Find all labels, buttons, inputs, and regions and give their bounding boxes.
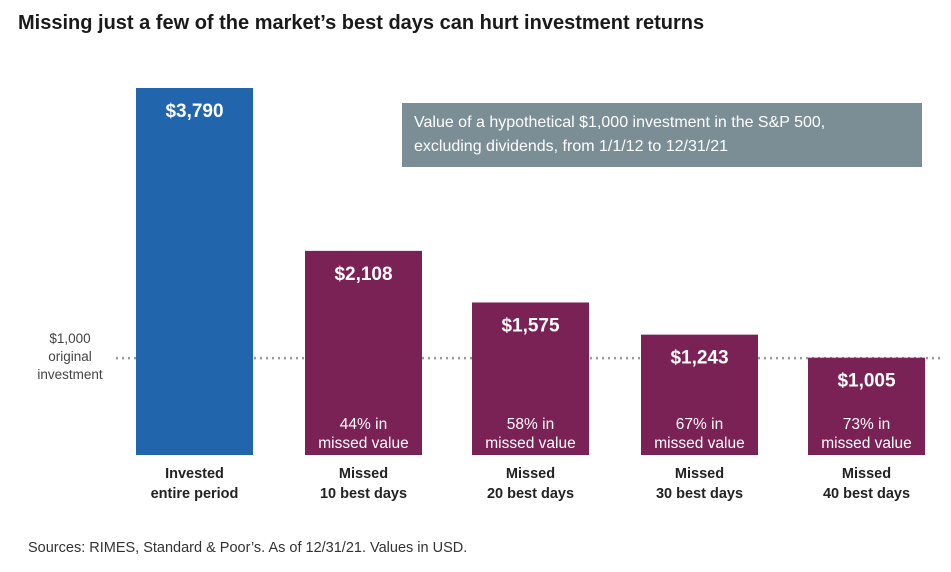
x-tick-label: entire period [151,486,239,502]
bar-annotation: missed value [318,435,408,452]
x-tick-label: Missed [339,466,388,482]
x-tick-label: Missed [675,466,724,482]
bar-annotation: 44% in [340,416,387,433]
bar-value-label: $1,243 [670,348,728,369]
bar [472,302,589,455]
description-line: excluding dividends, from 1/1/12 to 12/3… [414,138,728,155]
source-note: Sources: RIMES, Standard & Poor’s. As of… [28,540,468,556]
reference-line-label: $1,000 original investment [20,330,120,384]
bar-annotation: 67% in [676,416,723,433]
x-tick-label: Missed [506,466,555,482]
x-tick-label: 40 best days [823,486,910,502]
bar [641,334,758,455]
reference-label-line: investment [37,367,103,382]
reference-label-line: original [48,349,92,364]
bar-annotation: missed value [821,435,911,452]
bar-annotation: 73% in [843,416,890,433]
bar-annotation: missed value [654,435,744,452]
bar-annotation: 58% in [507,416,554,433]
x-tick-label: 30 best days [656,486,743,502]
chart-title: Missing just a few of the market’s best … [18,12,705,34]
x-tick-label: Invested [165,466,224,482]
bar-value-label: $2,108 [334,264,392,285]
x-tick-label: 20 best days [487,486,574,502]
bar [305,250,422,455]
x-tick-label: 10 best days [320,486,407,502]
x-tick-label: Missed [842,466,891,482]
bar-annotation: missed value [485,435,575,452]
bar [136,88,253,455]
bar-value-label: $3,790 [165,101,223,122]
reference-label-line: $1,000 [49,331,91,346]
bar-value-label: $1,575 [501,315,560,336]
description-line: Value of a hypothetical $1,000 investmen… [414,114,826,131]
description-box: Value of a hypothetical $1,000 investmen… [402,103,922,167]
bar-value-label: $1,005 [837,371,896,392]
bar [808,357,925,455]
